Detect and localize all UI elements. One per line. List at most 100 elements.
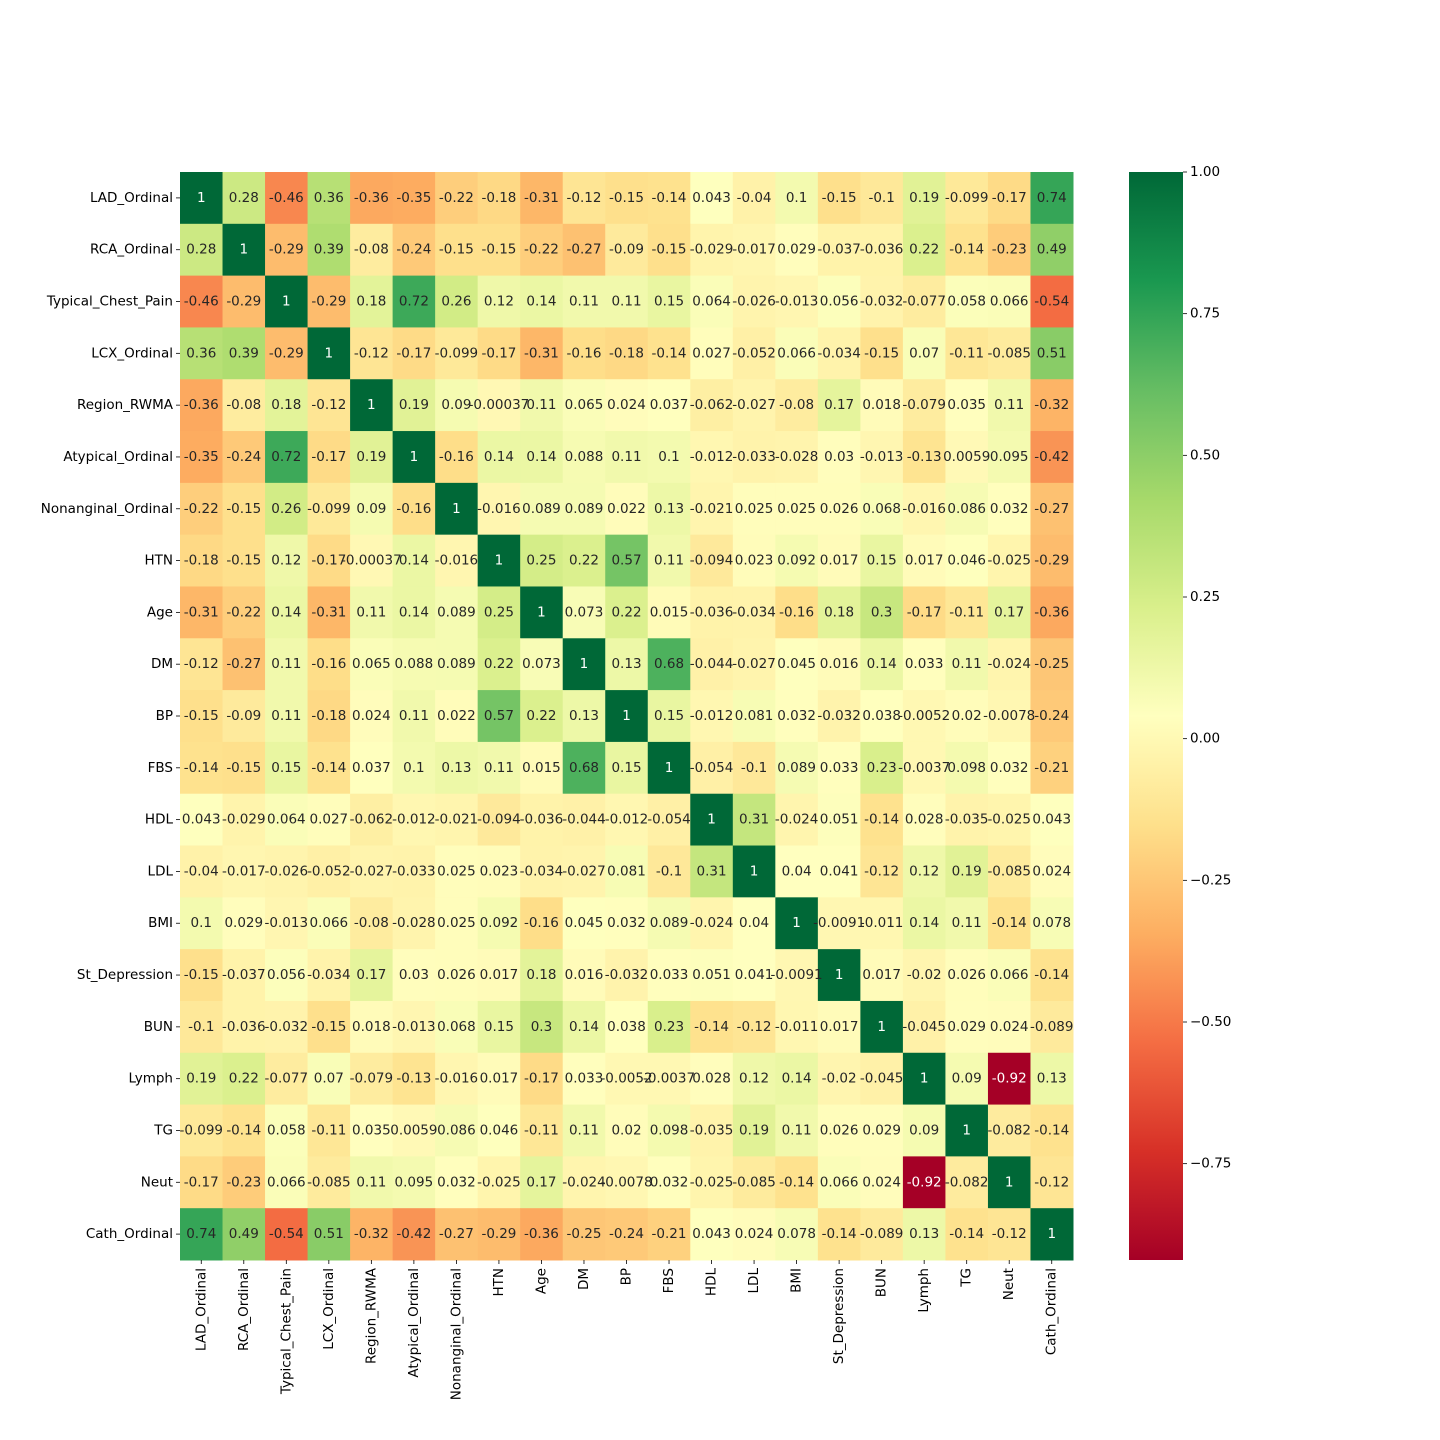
heatmap-cell — [987, 534, 1031, 587]
cell-value-label: -0.15 — [226, 501, 261, 517]
cell-value-label: 0.18 — [824, 604, 854, 620]
cell-value-label: 0.12 — [271, 553, 301, 569]
cell-value-label: 0.36 — [186, 345, 216, 361]
y-axis-tick-labels: LAD_Ordinal RCA_Ordinal Typical_Chest_Pain… — [41, 190, 180, 1242]
cell-value-label: 0.19 — [739, 1122, 769, 1138]
heatmap-cell — [732, 275, 776, 328]
cell-value-label: -0.17 — [184, 1174, 219, 1190]
cell-value-label: -0.08 — [779, 397, 814, 413]
cell-value-label: 0.026 — [437, 967, 476, 983]
cell-value-label: 0.57 — [611, 553, 641, 569]
cell-value-label: -0.17 — [311, 553, 346, 569]
x-tick-label: Nonanginal_Ordinal — [448, 1268, 464, 1400]
heatmap-cell — [222, 275, 266, 328]
heatmap-cell — [690, 1156, 734, 1209]
heatmap-cell — [180, 949, 224, 1002]
heatmap-cell — [222, 845, 266, 898]
heatmap-cell — [945, 482, 989, 536]
heatmap-cell — [477, 793, 521, 847]
heatmap-cell — [265, 741, 309, 795]
heatmap-cell — [902, 793, 946, 847]
heatmap-cell — [902, 1208, 946, 1261]
y-tick-label: BP — [156, 708, 173, 724]
cell-value-label: 0.13 — [654, 501, 684, 517]
cell-value-label: -0.12 — [567, 190, 602, 206]
cell-value-label: 0.11 — [484, 760, 514, 776]
x-tick-label: Lymph — [916, 1268, 932, 1313]
heatmap-cell — [477, 690, 521, 743]
heatmap-cell — [307, 431, 351, 484]
y-tick-label: Typical_Chest_Pain — [46, 294, 173, 310]
heatmap-cell — [945, 327, 989, 380]
cell-value-label: 0.11 — [399, 708, 429, 724]
heatmap-cell — [562, 534, 606, 587]
cell-value-label: 0.065 — [565, 397, 604, 413]
cell-value-label: -0.18 — [184, 553, 219, 569]
heatmap-cell — [860, 1104, 904, 1157]
heatmap-cell — [775, 638, 819, 691]
heatmap-cell — [945, 1052, 989, 1106]
cell-value-label: 0.14 — [399, 553, 429, 569]
cell-value-label: -0.036 — [860, 242, 904, 258]
cell-value-label: 0.09 — [441, 397, 471, 413]
cell-value-label: -0.024 — [690, 915, 734, 931]
heatmap-cell — [860, 1000, 904, 1054]
heatmap-cell — [987, 690, 1031, 743]
heatmap-cell — [520, 638, 564, 691]
heatmap-cell — [435, 431, 479, 484]
heatmap-cell — [562, 1208, 606, 1261]
heatmap-cell — [350, 586, 394, 639]
heatmap-cell — [860, 638, 904, 691]
x-tick-label: Region_RWMA — [363, 1267, 379, 1364]
heatmap-cell — [435, 534, 479, 587]
cell-value-label: 0.68 — [654, 656, 684, 672]
cell-value-label: -0.36 — [524, 1226, 559, 1242]
heatmap-cell — [222, 431, 266, 484]
cell-value-label: -0.077 — [265, 1071, 309, 1087]
cell-value-label: -0.04 — [184, 863, 219, 879]
heatmap-cell — [690, 223, 734, 277]
heatmap-cell — [350, 379, 394, 432]
cell-value-label: -0.14 — [652, 345, 687, 361]
cell-value-label: 0.027 — [310, 812, 349, 828]
y-tick-label: LCX_Ordinal — [91, 345, 173, 361]
cell-value-label: 0.22 — [229, 1071, 259, 1087]
heatmap-cell — [307, 1052, 351, 1106]
heatmap-cell — [307, 534, 351, 587]
cell-value-label: -0.011 — [860, 915, 904, 931]
cell-value-label: 0.09 — [356, 501, 386, 517]
heatmap-cell — [520, 586, 564, 639]
heatmap-cell — [732, 897, 776, 950]
cell-value-label: 0.15 — [654, 294, 684, 310]
heatmap-cell — [265, 586, 309, 639]
cell-value-label: 0.03 — [399, 967, 429, 983]
cell-value-label: -0.013 — [775, 294, 819, 310]
heatmap-cell — [265, 638, 309, 691]
cell-value-label: -0.29 — [311, 294, 346, 310]
heatmap-cell — [1030, 586, 1074, 639]
cell-value-label: -0.25 — [1034, 656, 1069, 672]
cell-value-label: 0.018 — [862, 397, 901, 413]
cell-value-label: -0.12 — [992, 1226, 1027, 1242]
heatmap-cell — [902, 172, 946, 225]
heatmap-cell — [562, 431, 606, 484]
heatmap-cell — [860, 586, 904, 639]
cell-value-label: -0.27 — [226, 656, 261, 672]
heatmap-cell — [647, 586, 691, 639]
cell-value-label: 0.72 — [399, 294, 429, 310]
heatmap-cell — [945, 638, 989, 691]
heatmap-cell — [902, 949, 946, 1002]
heatmap-cell — [520, 482, 564, 536]
heatmap-cell — [690, 741, 734, 795]
heatmap-cell — [562, 223, 606, 277]
cell-value-label: -0.08 — [226, 397, 261, 413]
heatmap-cell — [860, 534, 904, 587]
cell-value-label: 0.068 — [862, 501, 901, 517]
cell-value-label: -0.099 — [945, 190, 989, 206]
heatmap-cell — [520, 223, 564, 277]
heatmap-cell — [817, 793, 861, 847]
heatmap-cell — [392, 1104, 436, 1157]
cell-value-label: 0.14 — [484, 449, 514, 465]
x-tick-label: LAD_Ordinal — [193, 1268, 209, 1351]
heatmap-cell — [817, 741, 861, 795]
